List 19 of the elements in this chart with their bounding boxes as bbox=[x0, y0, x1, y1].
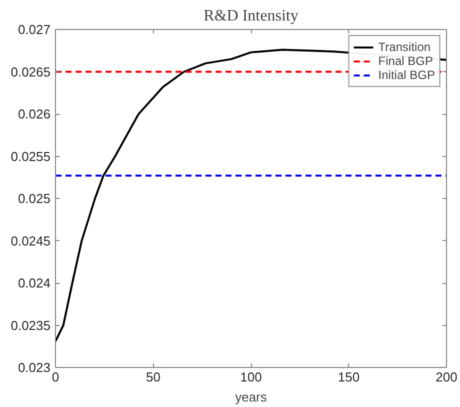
y-tick-label: 0.027 bbox=[18, 22, 51, 37]
y-tick-label: 0.025 bbox=[18, 191, 51, 206]
y-tick-label: 0.0255 bbox=[10, 148, 51, 164]
y-tick-label: 0.0245 bbox=[10, 233, 51, 248]
legend-label: Transition bbox=[378, 40, 431, 54]
chart-title: R&D Intensity bbox=[204, 8, 298, 24]
y-tick-label: 0.0265 bbox=[10, 64, 51, 80]
x-tick-label: 50 bbox=[146, 370, 160, 384]
y-tick-label: 0.026 bbox=[18, 106, 51, 122]
legend-label: Initial BGP bbox=[378, 68, 435, 82]
x-tick-label: 0 bbox=[52, 370, 60, 384]
x-tick-label: 150 bbox=[338, 370, 360, 384]
x-tick-label: 100 bbox=[240, 370, 262, 384]
y-tick-label: 0.0235 bbox=[10, 318, 51, 333]
y-tick-label: 0.024 bbox=[18, 276, 51, 290]
x-axis-title: years bbox=[235, 390, 268, 404]
x-tick-label: 200 bbox=[436, 370, 458, 384]
y-tick-label: 0.023 bbox=[18, 360, 51, 375]
legend-label: Final BGP bbox=[378, 54, 433, 68]
